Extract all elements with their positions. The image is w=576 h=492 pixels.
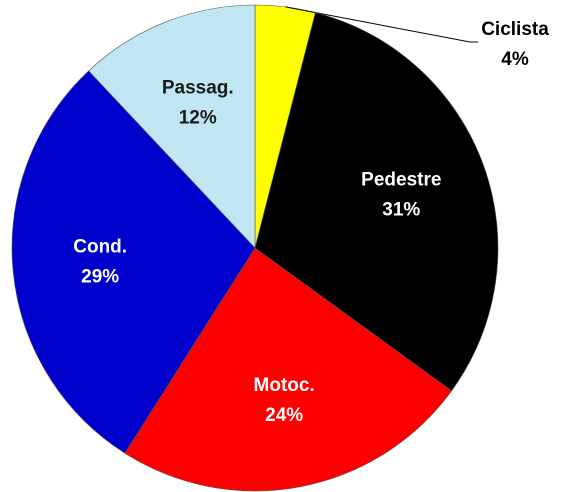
slice-value-label: 31%	[382, 199, 420, 220]
leader-line	[285, 6, 478, 43]
pie-slice	[254, 12, 499, 392]
slice-value-label: 4%	[501, 49, 529, 70]
pie-slice	[124, 247, 453, 492]
pie-slice	[88, 4, 256, 249]
slice-label: Ciclista	[481, 19, 549, 40]
slice-label: Passag.	[162, 77, 234, 98]
slice-value-label: 24%	[265, 405, 303, 426]
slice-label: Motoc.	[254, 375, 315, 396]
slice-label: Cond.	[73, 237, 127, 258]
slice-value-label: 29%	[81, 267, 119, 288]
slice-label: Pedestre	[361, 169, 441, 190]
slice-value-label: 12%	[179, 107, 217, 128]
pie-slice	[11, 70, 256, 454]
